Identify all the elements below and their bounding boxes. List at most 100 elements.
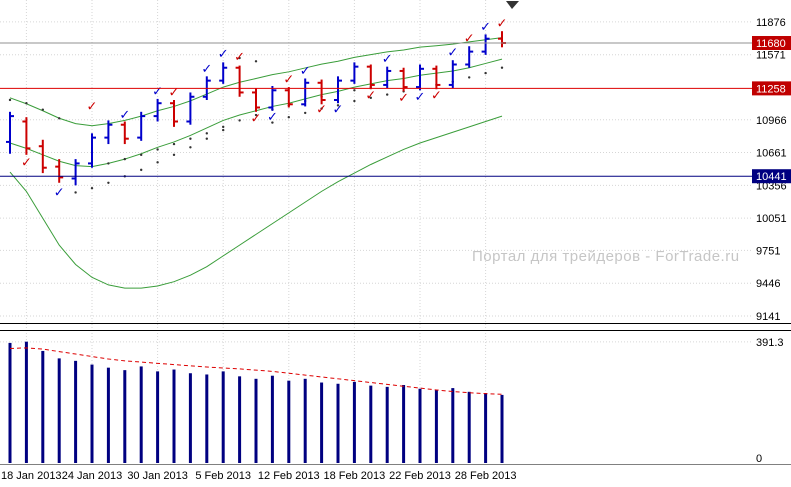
ohlc-bar: [235, 65, 244, 97]
sar-dot: [353, 99, 356, 103]
date-axis-label: 18 Feb 2013: [324, 470, 386, 482]
volume-bar: [270, 375, 274, 463]
sar-dot: [222, 128, 225, 132]
volume-bar: [172, 369, 176, 463]
ohlc-bar: [22, 117, 31, 155]
sar-dot: [58, 117, 61, 120]
buy-signal-check: ✓: [333, 102, 344, 117]
volume-bar: [500, 394, 504, 463]
ohlc-bar: [416, 64, 424, 91]
volume-ma-line: [9, 347, 503, 395]
sar-dot: [172, 153, 176, 157]
sell-signal-check: ✓: [431, 88, 442, 103]
ohlc-bar: [55, 159, 64, 183]
sar-dot: [254, 60, 258, 63]
sar-dot: [25, 102, 28, 105]
ohlc-bar: [383, 66, 392, 89]
sar-dot: [107, 162, 110, 165]
volume-bar: [238, 376, 242, 463]
panel-frame-layer: [0, 1, 791, 465]
volume-bar: [451, 388, 455, 463]
sell-signal-check: ✓: [169, 84, 180, 99]
sar-dot: [254, 113, 258, 117]
date-axis-label: 12 Feb 2013: [258, 470, 320, 482]
sar-dot: [287, 115, 290, 119]
chart-shift-marker-icon[interactable]: [506, 1, 519, 9]
ohlc-bar: [498, 31, 506, 48]
sar-dot: [189, 146, 192, 149]
buy-signal-check: ✓: [382, 51, 393, 66]
date-axis-label: 30 Jan 2013: [127, 470, 188, 482]
volume-panel-layer: [8, 341, 504, 463]
date-axis-label: 28 Feb 2013: [455, 470, 517, 482]
ohlc-bar: [334, 76, 342, 104]
sar-dot: [205, 132, 208, 135]
sar-dot: [500, 66, 504, 69]
ohlc-bar: [137, 111, 146, 141]
sell-signal-check: ✓: [497, 16, 508, 31]
sar-dot: [107, 181, 110, 184]
ohlc-bar: [268, 86, 277, 111]
volume-zero-label: 0: [756, 453, 762, 465]
volume-bar: [41, 350, 45, 463]
volume-bar: [205, 374, 209, 463]
ohlc-bar: [153, 98, 162, 122]
price-bars-layer: [6, 31, 506, 186]
sar-dot: [140, 168, 143, 172]
sar-dot: [369, 96, 372, 100]
price-axis-label: 11876: [756, 17, 786, 29]
sell-signal-check: ✓: [87, 98, 98, 113]
volume-bar: [8, 342, 12, 463]
sar-dot: [468, 76, 471, 79]
price-marker-label: 11680: [756, 38, 786, 50]
sar-dot: [238, 56, 241, 60]
date-axis-label: 24 Jan 2013: [62, 470, 123, 482]
sar-dot: [320, 107, 323, 110]
ohlc-bar: [71, 159, 80, 186]
sar-dot: [205, 137, 208, 140]
buy-signal-check: ✓: [480, 19, 491, 34]
sar-dot: [484, 71, 487, 75]
sar-dot: [90, 186, 94, 190]
ohlc-bar: [219, 62, 228, 84]
volume-bar: [74, 360, 78, 463]
volume-bar: [287, 380, 291, 463]
volume-bar: [385, 386, 389, 463]
price-axis-label: 9751: [756, 245, 780, 257]
ohlc-bar: [120, 121, 129, 145]
sar-dot: [140, 153, 143, 157]
price-marker-label: 10441: [756, 171, 787, 183]
volume-bar: [139, 366, 143, 463]
sar-dot: [386, 93, 389, 96]
lower-band-line: [9, 115, 503, 289]
sar-dot: [189, 137, 192, 140]
ohlc-bar: [88, 133, 96, 168]
sar-dot: [8, 98, 12, 102]
sar-dot: [156, 161, 159, 164]
price-axis-label: 10966: [756, 115, 787, 127]
buy-signal-check: ✓: [300, 63, 311, 78]
sell-signal-check: ✓: [234, 49, 245, 64]
sell-signal-check: ✓: [251, 110, 262, 125]
signal-arrows-layer: ✓ ✓ ✓ ✓ ✓ ✓ ✓ ✓ ✓ ✓ ✓ ✓ ✓ ✓ ✓ ✓ ✓ ✓ ✓ ✓ ✓ ✓ ✓ ✓: [21, 16, 508, 200]
ohlc-bar: [481, 34, 490, 55]
volume-bar: [320, 382, 324, 463]
price-axis-label: 9141: [756, 311, 780, 323]
volume-bar: [24, 341, 28, 463]
date-axis-label: 18 Jan 2013: [1, 470, 62, 482]
buy-signal-check: ✓: [415, 89, 426, 104]
sar-dot: [156, 148, 159, 151]
ohlc-bar: [170, 99, 178, 127]
volume-bar: [156, 371, 160, 463]
sar-dot: [41, 108, 44, 111]
volume-bar: [418, 388, 422, 463]
sell-signal-check: ✓: [21, 154, 32, 169]
price-marker-label: 11258: [756, 83, 786, 95]
axis-labels-layer: 11876 11571 10966 10661 10356 10051 9751 9446 91…: [1, 17, 791, 482]
buy-signal-check: ✓: [267, 109, 278, 124]
buy-signal-check: ✓: [447, 45, 458, 60]
price-axis-label: 10661: [756, 148, 787, 160]
ohlc-bar: [284, 87, 293, 108]
